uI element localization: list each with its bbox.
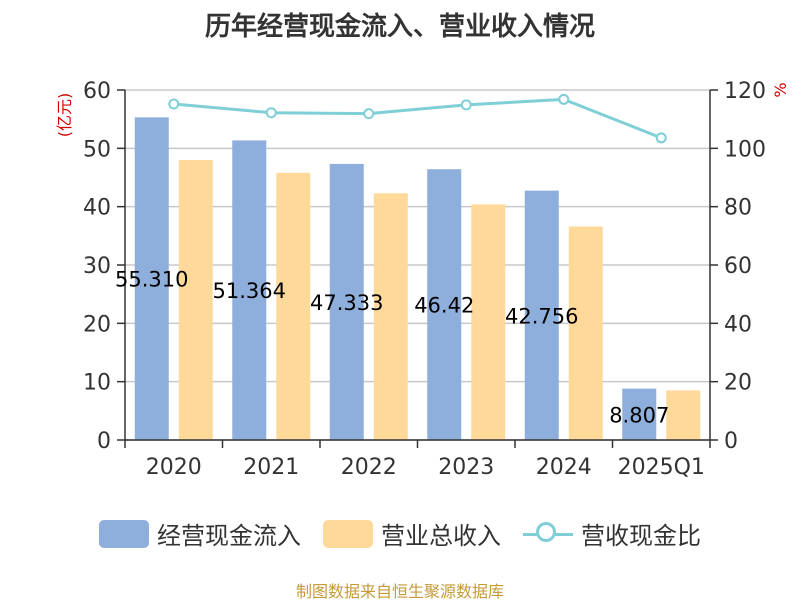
legend-swatch-cash-inflow xyxy=(99,519,149,548)
right-tick-label: 60 xyxy=(724,254,752,279)
legend-label-cash-inflow: 经营现金流入 xyxy=(157,522,301,550)
legend-item-revenue[interactable]: 营业总收入 xyxy=(323,516,501,551)
bar-revenue xyxy=(568,226,603,440)
ratio-point xyxy=(558,93,570,105)
ratio-point xyxy=(363,108,375,120)
left-tick-label: 50 xyxy=(83,137,111,162)
ratio-line xyxy=(168,93,667,144)
left-tick-label: 0 xyxy=(97,429,111,454)
bar-revenue xyxy=(666,390,701,440)
data-label-cash-inflow: 46.42 xyxy=(414,294,474,318)
ratio-point xyxy=(168,98,180,110)
data-label-cash-inflow: 42.756 xyxy=(505,304,578,328)
bar-cash-inflow xyxy=(134,117,169,440)
x-tick-label: 2024 xyxy=(536,455,592,480)
legend-label-revenue: 营业总收入 xyxy=(381,522,501,550)
left-tick-label: 10 xyxy=(83,371,111,396)
left-tick-label: 30 xyxy=(83,254,111,279)
right-tick-label: 40 xyxy=(724,312,752,337)
data-label-cash-inflow: 47.333 xyxy=(310,291,383,315)
right-tick-label: 120 xyxy=(724,79,766,104)
data-labels: 55.310 51.364 47.333 46.42 42.756 8.807 xyxy=(115,268,669,428)
left-tick-label: 20 xyxy=(83,312,111,337)
bar-revenue xyxy=(471,204,506,440)
ratio-point xyxy=(265,107,277,119)
y-left-label: (亿元) xyxy=(55,93,74,138)
right-tick-label: 20 xyxy=(724,371,752,396)
x-tick-label: 2025Q1 xyxy=(618,455,705,480)
x-tick-label: 2022 xyxy=(341,455,397,480)
bar-revenue xyxy=(178,160,213,440)
legend: 经营现金流入 营业总收入 营收现金比 xyxy=(0,516,800,551)
bar-cash-inflow xyxy=(232,140,267,440)
legend-item-ratio[interactable]: 营收现金比 xyxy=(523,516,701,551)
bar-cash-inflow xyxy=(329,163,364,441)
x-tick-label: 2023 xyxy=(438,455,494,480)
ratio-point xyxy=(655,132,667,144)
x-tick-label: 2021 xyxy=(243,455,299,480)
axes: 0 10 20 30 40 50 60 0 20 40 60 80 100 120 (亿元)% 2020 202… xyxy=(55,79,790,480)
ratio-point xyxy=(460,99,472,111)
data-label-cash-inflow: 51.364 xyxy=(213,279,286,303)
bar-revenue xyxy=(373,193,408,440)
legend-item-cash-inflow[interactable]: 经营现金流入 xyxy=(99,516,301,551)
data-label-cash-inflow: 8.807 xyxy=(609,403,669,427)
legend-label-ratio: 营收现金比 xyxy=(581,522,701,550)
bar-cash-inflow xyxy=(524,190,559,440)
y-right-label: % xyxy=(771,82,790,97)
right-tick-label: 80 xyxy=(724,196,752,221)
x-tick-label: 2020 xyxy=(146,455,202,480)
left-tick-label: 40 xyxy=(83,196,111,221)
right-tick-label: 100 xyxy=(724,137,766,162)
right-tick-label: 0 xyxy=(724,429,738,454)
chart-title: 历年经营现金流入、营业收入情况 xyxy=(204,12,595,42)
legend-swatch-ratio xyxy=(523,520,573,548)
source-note: 制图数据来自恒生聚源数据库 xyxy=(295,582,504,601)
bar-cash-inflow xyxy=(622,388,657,440)
bar-revenue xyxy=(276,172,311,441)
bar-cash-inflow xyxy=(427,169,462,440)
data-label-cash-inflow: 55.310 xyxy=(115,268,188,292)
legend-swatch-revenue xyxy=(323,519,373,548)
bars xyxy=(134,117,701,441)
ratio-line-path xyxy=(173,97,662,140)
left-tick-label: 60 xyxy=(83,79,111,104)
